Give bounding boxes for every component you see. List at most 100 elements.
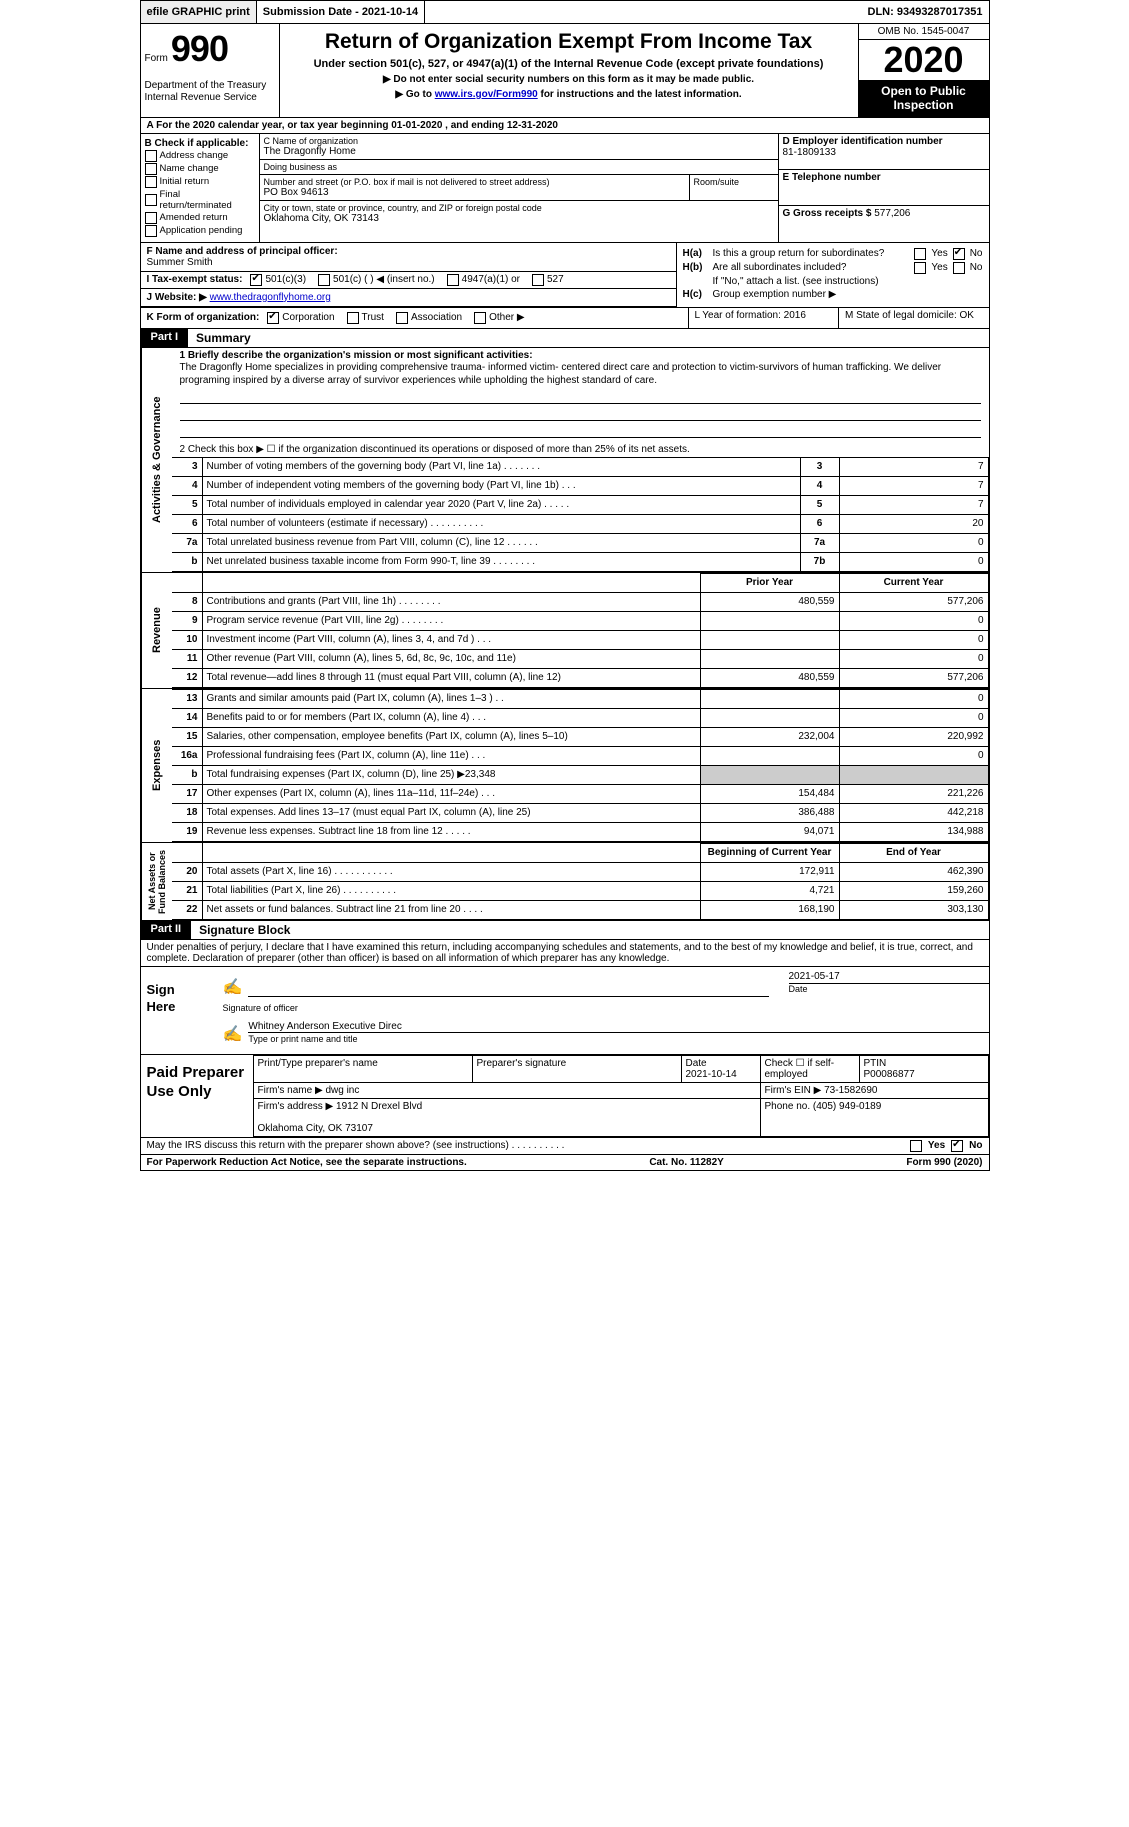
row-num: b (172, 765, 203, 784)
i-label: I Tax-exempt status: (147, 274, 243, 285)
k-option[interactable]: Trust (347, 312, 384, 324)
c-city-label: City or town, state or province, country… (264, 203, 774, 213)
b-option[interactable]: Initial return (145, 176, 255, 188)
checkbox[interactable] (145, 194, 157, 206)
b-option-text: Initial return (160, 176, 210, 187)
section-b: B Check if applicable: Address changeNam… (141, 134, 260, 242)
irs-link[interactable]: www.irs.gov/Form990 (435, 89, 538, 100)
table-row: 12Total revenue—add lines 8 through 11 (… (172, 668, 989, 687)
prep-name-header: Print/Type preparer's name (253, 1055, 472, 1082)
k-option[interactable]: Association (396, 312, 462, 324)
row-desc: Number of independent voting members of … (202, 476, 800, 495)
row-num: 15 (172, 727, 203, 746)
k-option-text: Association (411, 312, 462, 323)
checkbox[interactable] (447, 274, 459, 286)
side-label-expenses: Expenses (141, 689, 172, 842)
i-option[interactable]: 501(c)(3) (250, 274, 306, 286)
declaration-text: Under penalties of perjury, I declare th… (141, 940, 989, 967)
entity-block: B Check if applicable: Address changeNam… (141, 134, 989, 243)
b-option-text: Final return/terminated (160, 189, 255, 211)
checkbox[interactable] (347, 312, 359, 324)
row-desc: Total number of volunteers (estimate if … (202, 514, 800, 533)
row-num: 14 (172, 708, 203, 727)
signature-line[interactable] (248, 996, 768, 997)
b-option[interactable]: Address change (145, 150, 255, 162)
i-option[interactable]: 527 (532, 274, 564, 286)
line2-text: 2 Check this box ▶ ☐ if the organization… (180, 444, 981, 455)
hb-yes-checkbox[interactable] (914, 262, 926, 274)
firm-addr-label: Firm's address ▶ (258, 1101, 334, 1112)
discuss-line: May the IRS discuss this return with the… (141, 1138, 989, 1155)
row-desc: Salaries, other compensation, employee b… (202, 727, 700, 746)
i-option-text: 501(c) ( ) ◀ (insert no.) (333, 274, 435, 285)
discuss-yes-checkbox[interactable] (910, 1140, 922, 1152)
hb-label: H(b) (683, 262, 713, 273)
checkbox[interactable] (250, 274, 262, 286)
table-row: 20Total assets (Part X, line 16) . . . .… (172, 862, 989, 881)
row-val: 20 (839, 514, 988, 533)
k-label: K Form of organization: (147, 312, 260, 323)
k-option-text: Corporation (282, 312, 334, 323)
i-option[interactable]: 501(c) ( ) ◀ (insert no.) (318, 274, 435, 286)
b-option[interactable]: Final return/terminated (145, 189, 255, 211)
checkbox[interactable] (532, 274, 544, 286)
checkbox[interactable] (267, 312, 279, 324)
part2-title: Signature Block (191, 921, 298, 939)
checkbox[interactable] (145, 150, 157, 162)
instr2-pre: ▶ Go to (395, 89, 434, 100)
checkbox[interactable] (318, 274, 330, 286)
checkbox[interactable] (145, 163, 157, 175)
i-option[interactable]: 4947(a)(1) or (447, 274, 520, 286)
row-desc: Total revenue—add lines 8 through 11 (mu… (202, 668, 700, 687)
checkbox[interactable] (145, 225, 157, 237)
row-num: 22 (172, 900, 203, 919)
row-end: 303,130 (839, 900, 988, 919)
ha-no-checkbox[interactable] (953, 248, 965, 260)
row-desc: Total expenses. Add lines 13–17 (must eq… (202, 803, 700, 822)
row-desc: Number of voting members of the governin… (202, 457, 800, 476)
checkbox[interactable] (145, 212, 157, 224)
f-value: Summer Smith (147, 257, 670, 268)
k-option[interactable]: Other ▶ (474, 312, 524, 324)
row-prior (700, 708, 839, 727)
c-street-value: PO Box 94613 (264, 187, 685, 198)
sig-date: 2021-05-17 (789, 971, 989, 982)
row-current: 0 (839, 649, 988, 668)
hb-no-checkbox[interactable] (953, 262, 965, 274)
row-desc: Revenue less expenses. Subtract line 18 … (202, 822, 700, 841)
officer-caption: Type or print name and title (248, 1034, 988, 1044)
header-center: Return of Organization Exempt From Incom… (280, 24, 858, 117)
row-current: 0 (839, 689, 988, 708)
ha-yes-checkbox[interactable] (914, 248, 926, 260)
pen-arrow-icon: ✍ (223, 977, 243, 997)
efile-print-button[interactable]: efile GRAPHIC print (141, 1, 257, 23)
b-option[interactable]: Name change (145, 163, 255, 175)
row-prior (700, 746, 839, 765)
row-desc: Total fundraising expenses (Part IX, col… (202, 765, 700, 784)
prep-date-val: 2021-10-14 (686, 1069, 737, 1080)
checkbox[interactable] (145, 176, 157, 188)
website-link[interactable]: www.thedragonflyhome.org (210, 292, 331, 303)
open-public-badge: Open to Public Inspection (859, 80, 989, 117)
checkbox[interactable] (396, 312, 408, 324)
table-row: 13Grants and similar amounts paid (Part … (172, 689, 989, 708)
header-right: OMB No. 1545-0047 2020 Open to Public In… (858, 24, 989, 117)
table-header: Prior YearCurrent Year (172, 573, 989, 592)
e-label: E Telephone number (783, 172, 985, 183)
row-num: 18 (172, 803, 203, 822)
row-prior (700, 649, 839, 668)
g-label: G Gross receipts $ (783, 208, 872, 219)
instr2-post: for instructions and the latest informat… (538, 89, 742, 100)
k-option[interactable]: Corporation (267, 312, 334, 324)
row-begin: 168,190 (700, 900, 839, 919)
c-dba-label: Doing business as (264, 162, 774, 172)
discuss-text: May the IRS discuss this return with the… (147, 1140, 565, 1151)
footer-mid: Cat. No. 11282Y (649, 1157, 723, 1168)
discuss-no-checkbox[interactable] (951, 1140, 963, 1152)
date-caption: Date (789, 983, 989, 994)
b-option[interactable]: Application pending (145, 225, 255, 237)
b-option[interactable]: Amended return (145, 212, 255, 224)
row-current: 0 (839, 708, 988, 727)
checkbox[interactable] (474, 312, 486, 324)
row-current: 442,218 (839, 803, 988, 822)
